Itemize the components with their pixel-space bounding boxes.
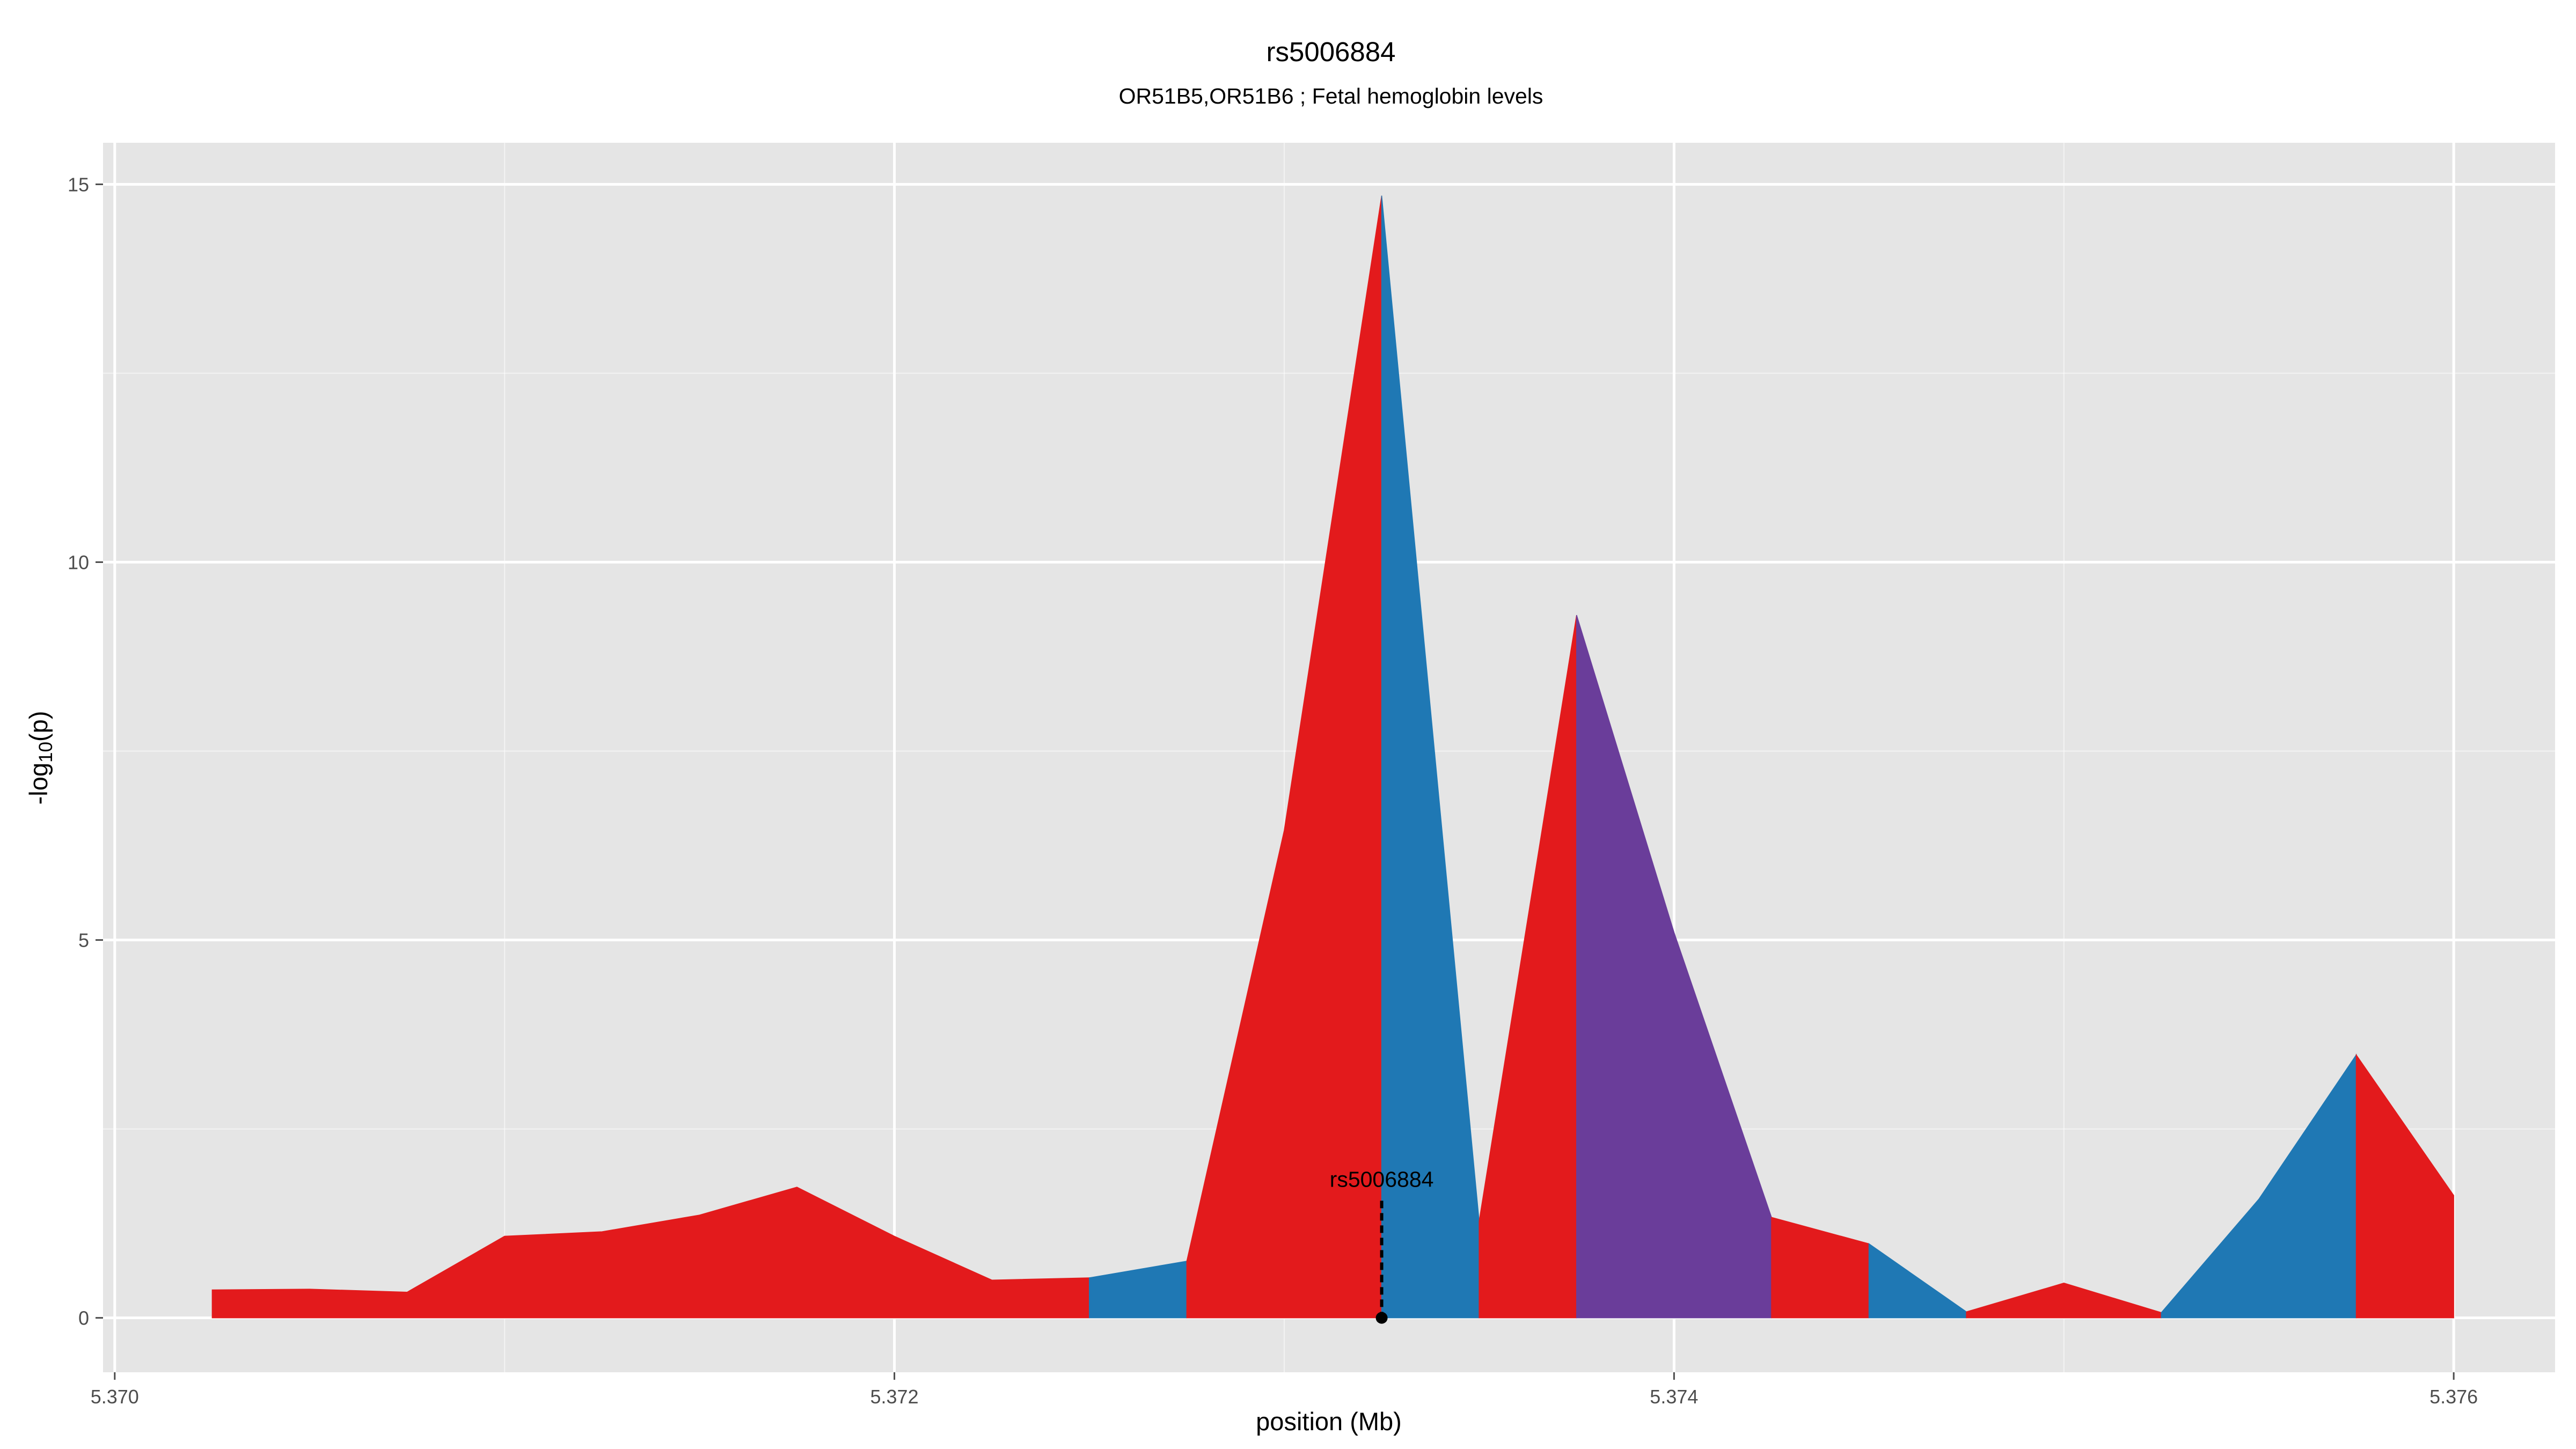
y-axis: 0 5 10 15 bbox=[68, 173, 103, 1329]
area-segment-blue bbox=[2161, 1053, 2357, 1319]
area-segment-red bbox=[1186, 195, 1382, 1319]
x-axis: 5.370 5.372 5.374 5.376 bbox=[91, 1372, 2478, 1408]
x-tick-label: 5.370 bbox=[91, 1386, 139, 1408]
chart-title: rs5006884 bbox=[1266, 36, 1395, 67]
y-axis-title-main: -log bbox=[24, 763, 53, 804]
y-axis-title-subscript: 10 bbox=[35, 742, 56, 763]
x-tick-label: 5.376 bbox=[2429, 1386, 2478, 1408]
x-tick-label: 5.372 bbox=[870, 1386, 919, 1408]
lead-snp-annotation: rs5006884 bbox=[1330, 1167, 1434, 1324]
association-areas bbox=[211, 195, 2454, 1319]
y-axis-title: -log10(p) bbox=[24, 711, 56, 805]
y-axis-title-tail: (p) bbox=[24, 711, 53, 742]
chart-subtitle: OR51B5,OR51B6 ; Fetal hemoglobin levels bbox=[1119, 84, 1543, 108]
x-tick-label: 5.374 bbox=[1650, 1386, 1698, 1408]
area-segment-purple bbox=[1576, 614, 1772, 1319]
y-tick-label: 10 bbox=[68, 552, 89, 574]
annotation-point bbox=[1375, 1312, 1388, 1324]
y-tick-label: 0 bbox=[78, 1307, 89, 1329]
annotation-label: rs5006884 bbox=[1330, 1167, 1434, 1191]
y-tick-label: 15 bbox=[68, 173, 89, 195]
x-axis-title: position (Mb) bbox=[1256, 1407, 1402, 1436]
area-segment-red bbox=[2355, 1053, 2454, 1319]
area-segment-red bbox=[1966, 1283, 2162, 1319]
y-tick-label: 5 bbox=[78, 930, 89, 952]
